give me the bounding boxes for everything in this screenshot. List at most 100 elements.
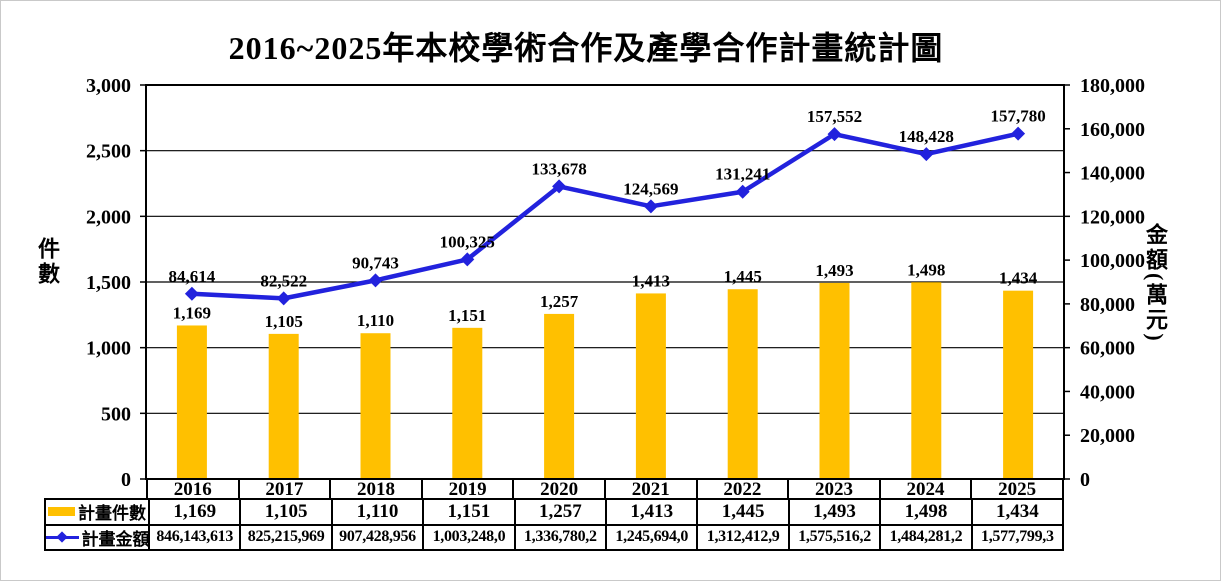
right-axis-tick-label-4: 80,000	[1080, 294, 1135, 316]
bar-label-2023: 1,493	[815, 261, 853, 280]
table-cell: 846,143,613	[148, 525, 239, 549]
chart-title: 2016~2025年本校學術合作及產學合作計畫統計圖	[228, 30, 944, 66]
bar-series-legend-icon	[48, 507, 75, 517]
line-point-2018	[368, 273, 383, 288]
table-cell: 1,493	[787, 500, 879, 524]
x-tick-2024: 2024	[881, 479, 973, 500]
right-axis-tick-label-3: 60,000	[1080, 338, 1135, 360]
x-tick-2017: 2017	[240, 479, 332, 500]
line-label-2023: 157,552	[807, 107, 862, 126]
table-cell: 1,413	[605, 500, 696, 524]
x-tick-2016: 2016	[148, 479, 240, 500]
table-cell: 1,445	[696, 500, 787, 524]
right-axis-tick-label-0: 0	[1080, 469, 1090, 491]
left-axis-tick-label-6: 3,000	[86, 75, 131, 97]
table-cell: 1,577,799,3	[970, 525, 1062, 549]
right-axis-tick-label-6: 120,000	[1080, 206, 1145, 228]
left-axis-title: 件數	[35, 237, 60, 287]
x-tick-2022: 2022	[698, 479, 790, 500]
line-label-2016: 84,614	[169, 267, 216, 286]
x-tick-2020: 2020	[514, 479, 606, 500]
line-label-2018: 90,743	[352, 253, 399, 272]
left-axis-tick-label-1: 500	[101, 403, 131, 425]
line-point-2017	[276, 291, 291, 306]
right-axis-tick-label-2: 40,000	[1080, 381, 1135, 403]
bar-2024	[911, 282, 942, 479]
line-point-2021	[643, 199, 658, 214]
table-cell: 907,428,956	[330, 525, 422, 549]
table-cell: 1,003,248,0	[422, 525, 513, 549]
table-cell: 1,434	[970, 500, 1062, 524]
right-axis-title: 金額(萬元)	[1143, 223, 1168, 344]
bar-2017	[268, 333, 299, 479]
line-point-2022	[735, 184, 750, 199]
line-point-2016	[184, 286, 199, 301]
data-table: 計畫件數 1,169 1,105 1,110 1,151 1,257 1,413 1,445 1…	[44, 498, 1064, 551]
x-tick-2023: 2023	[789, 479, 881, 500]
table-cell: 1,245,694,0	[605, 525, 696, 549]
left-axis-tick-label-5: 2,500	[86, 141, 131, 163]
left-axis-tick-label-4: 2,000	[86, 206, 131, 228]
line-label-2021: 124,569	[623, 179, 678, 198]
table-cell: 1,257	[513, 500, 605, 524]
table-cell: 1,498	[879, 500, 970, 524]
left-axis-tick-label-2: 1,000	[86, 338, 131, 360]
line-label-2024: 148,428	[899, 127, 954, 146]
bar-label-2021: 1,413	[632, 271, 670, 290]
bar-2018	[360, 333, 391, 479]
table-cell: 1,575,516,2	[787, 525, 879, 549]
table-cell: 1,105	[239, 500, 330, 524]
x-tick-2018: 2018	[331, 479, 423, 500]
left-axis-tick-label-0: 0	[121, 469, 131, 491]
bar-2019	[452, 327, 483, 479]
right-axis-tick-label-7: 140,000	[1080, 163, 1145, 185]
x-tick-2021: 2021	[606, 479, 698, 500]
bar-2020	[544, 313, 575, 479]
bar-label-2025: 1,434	[999, 269, 1038, 288]
legend-cell-line: 計畫金額	[46, 526, 148, 550]
line-point-2025	[1011, 126, 1026, 141]
x-tick-2019: 2019	[423, 479, 515, 500]
table-cell: 1,484,281,2	[879, 525, 970, 549]
left-axis-tick-label-3: 1,500	[86, 272, 131, 294]
table-cell: 1,312,412,9	[696, 525, 787, 549]
bar-label-2018: 1,110	[357, 311, 394, 330]
line-series-legend-icon	[46, 531, 79, 543]
bar-2023	[819, 282, 850, 479]
line-label-2022: 131,241	[715, 165, 770, 184]
bar-label-2022: 1,445	[724, 267, 762, 286]
line-label-2020: 133,678	[531, 159, 586, 178]
right-axis-tick-label-5: 100,000	[1080, 250, 1145, 272]
right-axis-tick-label-9: 180,000	[1080, 75, 1145, 97]
x-axis-year-labels: 2016 2017 2018 2019 2020 2021 2022 2023 2024 2025	[146, 479, 1064, 500]
table-row-amounts: 計畫金額 846,143,613 825,215,969 907,428,956 1,0…	[46, 525, 1062, 550]
plot-frame	[145, 84, 1065, 480]
bar-label-2016: 1,169	[173, 303, 211, 322]
table-cell: 825,215,969	[239, 525, 330, 549]
table-cell: 1,151	[422, 500, 513, 524]
line-point-2020	[552, 179, 567, 194]
amount-line	[189, 131, 1021, 301]
table-cell: 1,110	[330, 500, 422, 524]
line-label-2025: 157,780	[990, 107, 1045, 126]
table-row-counts: 計畫件數 1,169 1,105 1,110 1,151 1,257 1,413 1,445 1…	[46, 500, 1062, 526]
line-point-2019	[460, 252, 475, 267]
line-point-2023	[827, 127, 842, 142]
x-tick-2025: 2025	[998, 479, 1037, 500]
bar-2021	[635, 293, 666, 479]
bar-label-2020: 1,257	[540, 292, 579, 311]
table-cell: 1,169	[148, 500, 239, 524]
legend-label: 計畫金額	[81, 529, 149, 549]
table-cell: 1,336,780,2	[513, 525, 605, 549]
bar-2022	[727, 289, 758, 479]
bar-2025	[1003, 290, 1034, 479]
line-label-2017: 82,522	[260, 271, 307, 290]
bar-label-2019: 1,151	[448, 306, 486, 325]
line-point-2024	[919, 147, 934, 162]
bar-label-2017: 1,105	[265, 312, 303, 331]
bar-2016	[176, 325, 207, 479]
right-axis-tick-label-1: 20,000	[1080, 425, 1135, 447]
legend-diamond	[55, 531, 68, 543]
